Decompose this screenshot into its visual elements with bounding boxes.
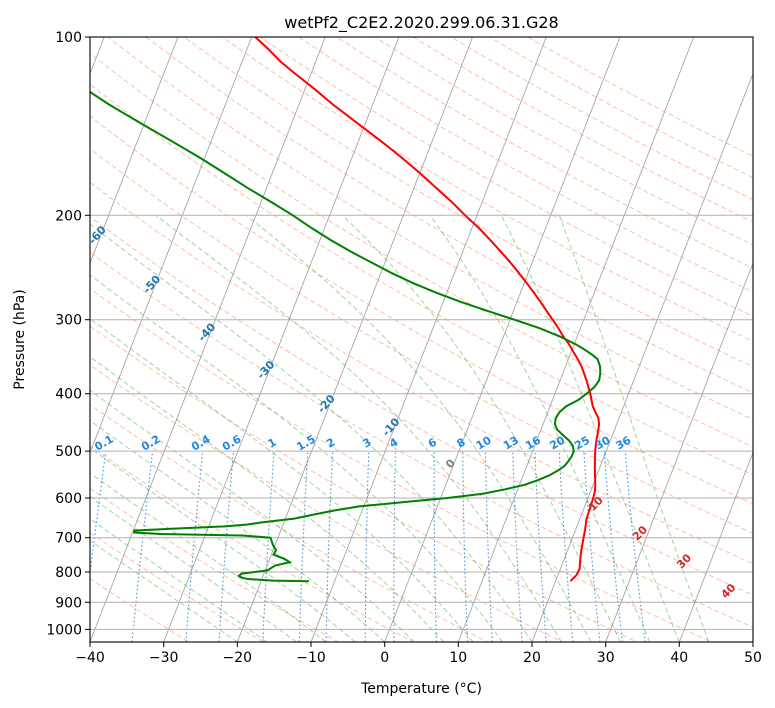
y-tick-label: 100 [55,30,82,46]
pressure-grid [90,37,753,630]
moist-adiabat-line [90,419,386,642]
moist-adiabat-line [90,274,503,642]
chart-title: wetPf2_C2E2.2020.299.06.31.G28 [284,13,558,33]
dry-adiabat-line [183,37,753,368]
dry-adiabat-line [526,37,753,157]
isotherm-line [90,37,253,454]
dry-adiabat-line [90,52,753,448]
moist-adiabat-line [342,214,621,642]
x-tick-label: 20 [523,650,541,666]
mixing-ratio-line [364,451,370,642]
dry-adiabat-line [90,288,714,642]
dewpoint-profile [90,90,602,583]
dry-adiabat-line [90,181,753,565]
y-tick-label: 800 [55,565,82,581]
mixing-ratio-line [534,451,547,642]
y-tick-label: 500 [55,444,82,460]
dry-adiabat-line [90,364,564,642]
moist-adiabat-line [90,389,415,642]
dry-adiabat-line [90,216,753,596]
moist-adiabat-line [429,215,651,642]
isotherm-line [457,37,695,642]
dry-adiabat-line [488,37,753,179]
moist-adiabat-line [558,215,710,642]
mixing-ratio-line [393,451,396,642]
profile-lines [90,37,602,583]
dry-adiabat-line [90,148,753,534]
y-tick-label: 1000 [46,622,82,638]
y-tick-label: 400 [55,387,82,403]
moist-adiabat-line [500,215,680,642]
y-tick-label: 200 [55,208,82,224]
y-tick-label: 900 [55,595,82,611]
isotherm-line [90,37,179,265]
isotherm-line [531,72,753,642]
dry-adiabat-line [259,37,753,317]
mixing-ratio-line [512,451,523,642]
isotherm-line [163,37,400,642]
isotherm-line [310,37,547,642]
dry-adiabat-line [145,37,753,394]
dry-adiabat-line [90,325,639,642]
x-tick-label: 40 [670,650,688,666]
dry-adiabat-line [221,37,753,342]
moist-adiabat-line [90,356,444,642]
x-tick-label: −10 [296,650,326,666]
x-axis-label: Temperature (°C) [360,681,482,697]
y-tick-label: 700 [55,531,82,547]
moist-adiabat-line [90,472,327,642]
x-tick-label: −30 [149,650,179,666]
x-tick-label: 50 [744,650,762,666]
dry-adiabat-line [90,251,753,628]
x-tick-label: −40 [75,650,105,666]
dry-adiabat-line [107,37,753,421]
mixing-ratio-line [262,451,275,642]
x-tick-label: 30 [597,650,615,666]
plot-frame [89,36,754,643]
moist-adiabat-line [90,539,238,642]
x-tick-label: 10 [449,650,467,666]
mixing-ratio-line [462,451,469,642]
x-tick-label: 0 [380,650,389,666]
mixing-ratio-line [298,451,309,642]
y-tick-label: 300 [55,313,82,329]
y-axis-label: Pressure (hPa) [12,289,28,389]
background-lines [90,37,753,642]
x-tick-label: −20 [223,650,253,666]
isotherm-line [678,451,753,642]
isotherm-line [90,37,326,642]
moist-adiabat-line [90,447,356,642]
moist-adiabat-line [245,214,592,642]
mixing-ratio-line [325,451,334,642]
y-tick-label: 600 [55,491,82,507]
dry-adiabat-line [297,37,753,293]
axes: −40 −30 −20 −10 0 10 20 30 40 50 100 200 300 400 500 60… [46,30,762,666]
mixing-ratio-line [484,451,493,642]
mixing-ratio-line [433,451,437,642]
moist-adiabat-line [90,518,268,642]
temperature-profile [254,37,601,582]
isotherm-line [605,261,753,642]
isotherm-line [384,37,621,642]
moist-adiabat-line [155,214,562,642]
